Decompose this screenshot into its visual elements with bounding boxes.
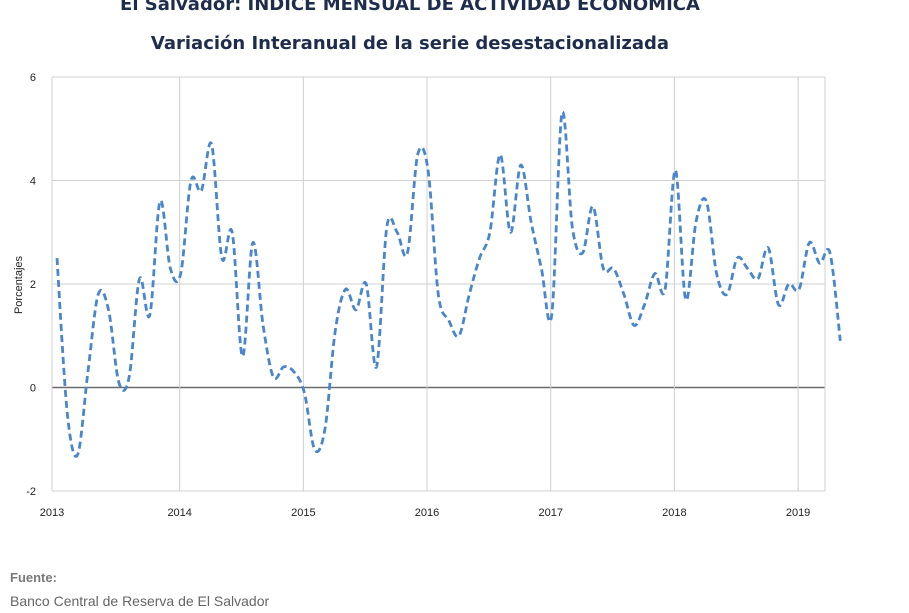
y-axis-label: Porcentajes bbox=[13, 255, 25, 314]
x-tick-label: 2014 bbox=[167, 507, 191, 519]
series-line bbox=[55, 110, 842, 458]
source-label: Fuente: bbox=[10, 570, 57, 585]
gridlines bbox=[51, 76, 826, 492]
line-chart: -2 0 2 4 6 2013 2014 2015 2016 2017 2018 2019 Porc… bbox=[13, 72, 842, 519]
y-tick-label: 4 bbox=[30, 176, 36, 188]
source-text: Banco Central de Reserva de El Salvador bbox=[10, 593, 270, 609]
y-tick-label: -2 bbox=[26, 486, 36, 498]
y-tick-label: 2 bbox=[30, 279, 36, 291]
chart-title: El Salvador: INDICE MENSUAL DE ACTIVIDAD… bbox=[120, 0, 700, 15]
x-tick-label: 2019 bbox=[786, 507, 810, 519]
y-tick-label: 0 bbox=[30, 383, 36, 395]
x-tick-label: 2017 bbox=[538, 507, 562, 519]
chart-subtitle: Variación Interanual de la serie desesta… bbox=[150, 33, 670, 54]
x-tick-label: 2016 bbox=[415, 507, 439, 519]
x-tick-label: 2015 bbox=[291, 507, 315, 519]
series-group bbox=[55, 110, 842, 458]
y-axis-ticks: -2 0 2 4 6 bbox=[26, 72, 36, 498]
x-tick-label: 2018 bbox=[662, 507, 686, 519]
x-tick-label: 2013 bbox=[40, 507, 64, 519]
y-tick-label: 6 bbox=[30, 72, 36, 84]
x-axis-ticks: 2013 2014 2015 2016 2017 2018 2019 bbox=[40, 507, 811, 519]
